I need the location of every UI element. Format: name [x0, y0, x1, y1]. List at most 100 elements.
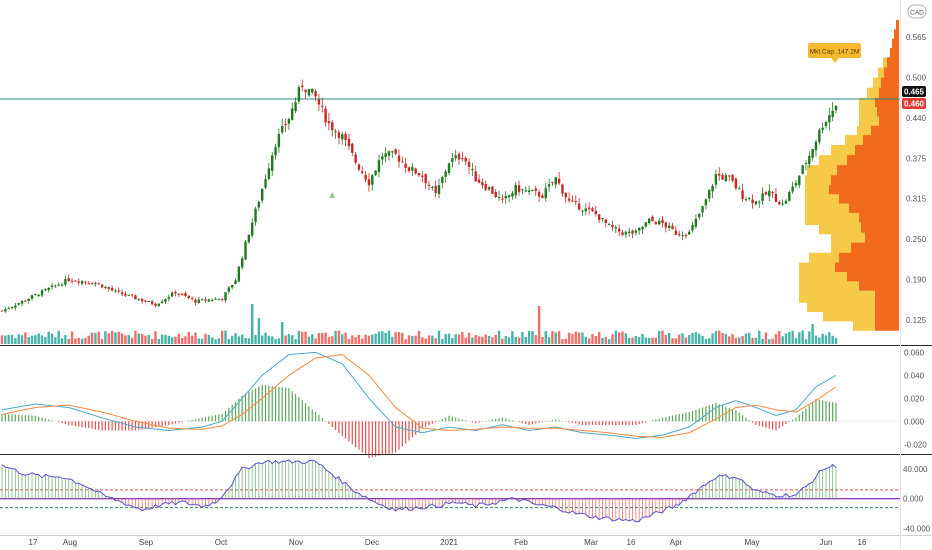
- volume-bar: [434, 338, 437, 344]
- volume-bar: [344, 332, 347, 344]
- candle-body: [771, 192, 774, 194]
- volume-bar: [254, 335, 257, 344]
- volume-bar: [140, 333, 144, 344]
- candle-body: [331, 122, 334, 131]
- candle-body: [741, 190, 744, 199]
- candle-body: [664, 222, 668, 228]
- candle-body: [154, 303, 157, 306]
- volume-bar: [788, 331, 791, 344]
- candle-body: [0, 310, 4, 312]
- volume-bar: [190, 335, 194, 344]
- candle-body: [758, 201, 761, 203]
- volume-bar: [117, 331, 120, 344]
- macd-indicator: [0, 351, 900, 459]
- volume-bar: [791, 330, 794, 344]
- volume-bar: [137, 333, 140, 344]
- candle-body: [724, 175, 728, 182]
- candle-body: [437, 185, 441, 195]
- volume-bar: [247, 338, 251, 344]
- candle-body: [374, 170, 377, 176]
- volume-bar: [274, 339, 277, 344]
- candle-body: [414, 168, 417, 174]
- candle-body: [504, 195, 507, 199]
- volume-bar: [407, 335, 411, 344]
- candle-body: [77, 281, 80, 283]
- volume-bar: [464, 337, 467, 344]
- volume-bar: [234, 333, 237, 344]
- volume-bar: [531, 331, 534, 344]
- candle-body: [784, 200, 788, 204]
- candle-body: [661, 219, 664, 224]
- candle-body: [20, 300, 24, 304]
- candle-body: [647, 218, 651, 224]
- candle-body: [708, 189, 711, 199]
- volume-bar: [551, 331, 554, 344]
- volume-bar: [157, 338, 160, 344]
- time-tick-label: Mar: [584, 538, 598, 547]
- candle-body: [764, 192, 768, 195]
- candle-body: [694, 218, 698, 227]
- candle-body: [801, 165, 804, 175]
- macd-pane[interactable]: [0, 346, 900, 454]
- volume-bar: [511, 331, 514, 344]
- candle-body: [84, 281, 87, 283]
- volume-bar: [331, 336, 334, 344]
- candle-body: [70, 280, 74, 282]
- candle-body: [491, 186, 494, 194]
- candle-body: [768, 190, 771, 197]
- candle-body: [654, 222, 658, 225]
- candle-body: [431, 187, 434, 189]
- volume-bar: [291, 335, 294, 344]
- candle-body: [597, 214, 601, 220]
- signal-line: [1, 354, 837, 438]
- volume-bar: [571, 333, 574, 344]
- oscillator-tick-label: 40.000: [903, 465, 928, 474]
- volume-bar: [334, 330, 337, 344]
- volume-bar: [147, 334, 150, 344]
- volume-bar: [564, 338, 567, 344]
- volume-bar: [647, 337, 651, 344]
- volume-bar: [451, 338, 454, 344]
- volume-bar: [374, 333, 377, 344]
- candle-body: [67, 278, 70, 282]
- volume-bar: [834, 337, 838, 344]
- candle-body: [334, 131, 337, 133]
- volume-bar: [227, 339, 231, 344]
- candle-body: [514, 184, 517, 196]
- oscillator-pane[interactable]: [0, 455, 900, 535]
- volume-bar: [527, 330, 531, 344]
- volume-bar: [477, 336, 481, 344]
- volume-bars: [0, 304, 838, 344]
- volume-bar: [557, 331, 561, 344]
- volume-bar: [180, 338, 184, 344]
- candle-body: [147, 301, 150, 303]
- volume-bar: [230, 335, 234, 344]
- candle-body: [364, 175, 367, 180]
- volume-bar: [127, 335, 130, 344]
- volume-bar: [714, 331, 718, 344]
- volume-bar: [668, 333, 671, 344]
- volume-bar: [40, 335, 44, 344]
- candle-body: [277, 133, 281, 148]
- candle-body: [554, 177, 557, 185]
- volume-bar: [20, 335, 24, 344]
- time-axis[interactable]: 17 Aug Sep Oct Nov Dec 2021 Feb Mar 16 Apr May Jun 16: [29, 538, 867, 547]
- candle-body: [447, 163, 451, 174]
- candle-body: [467, 161, 471, 167]
- last-price-label: 0.465: [904, 88, 925, 97]
- volume-bar: [754, 337, 758, 344]
- candle-body: [94, 282, 97, 284]
- candle-body: [74, 280, 77, 282]
- volume-bar: [210, 337, 214, 344]
- volume-bar: [47, 331, 50, 344]
- candle-body: [204, 299, 207, 301]
- candle-body: [97, 283, 100, 285]
- volume-bar: [574, 331, 577, 344]
- candle-body: [124, 293, 127, 296]
- candle-body: [834, 105, 838, 111]
- volume-bar: [544, 330, 547, 344]
- volume-bar: [761, 338, 764, 344]
- volume-bar: [487, 335, 491, 344]
- volume-bar: [124, 335, 127, 344]
- price-axis[interactable]: 0.565 0.500 0.440 0.375 0.315 0.250 0.190 0.125…: [903, 33, 931, 533]
